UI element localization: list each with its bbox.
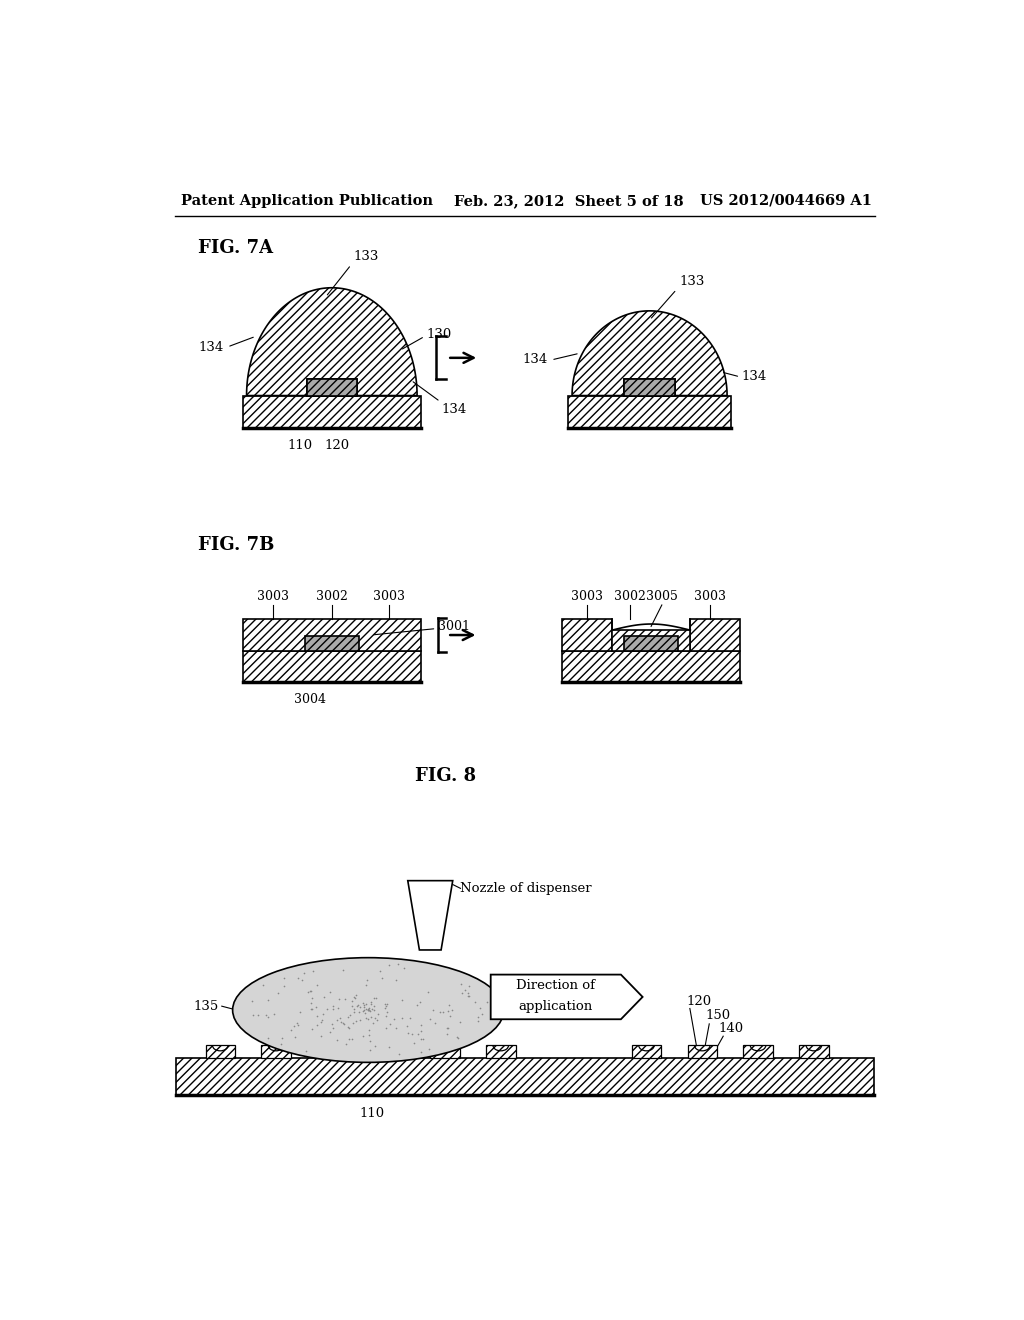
Text: 134: 134 [741,371,767,383]
Text: 120: 120 [325,438,350,451]
Bar [317,1045,346,1057]
Text: 3002: 3002 [613,590,646,603]
Ellipse shape [232,958,504,1063]
Text: 110: 110 [287,438,312,451]
Bar [625,379,675,396]
Bar [261,1045,291,1057]
Bar [305,636,359,651]
Text: 3003: 3003 [571,590,603,603]
Text: 134: 134 [198,341,223,354]
Text: 3005: 3005 [646,590,678,603]
Text: 130: 130 [426,327,452,341]
Text: 134: 134 [523,354,548,367]
Bar [612,630,690,651]
Bar [743,1045,773,1057]
Bar [306,379,357,396]
Bar [799,1045,828,1057]
Text: 134: 134 [442,404,467,416]
Text: 140: 140 [719,1022,743,1035]
Bar [486,1045,515,1057]
Bar [624,636,678,651]
Bar [632,1045,662,1057]
Text: 3003: 3003 [694,590,726,603]
Text: Feb. 23, 2012  Sheet 5 of 18: Feb. 23, 2012 Sheet 5 of 18 [454,194,683,207]
Text: Direction of: Direction of [516,979,595,993]
Text: 120: 120 [686,995,711,1008]
Text: 135: 135 [194,999,219,1012]
Text: 3002: 3002 [315,590,348,603]
Bar [206,1045,234,1057]
Text: 150: 150 [706,1010,730,1022]
Text: 3001: 3001 [438,620,470,634]
Polygon shape [490,974,643,1019]
Polygon shape [408,880,453,950]
Text: 133: 133 [353,249,379,263]
Bar [306,379,357,396]
Text: Patent Application Publication: Patent Application Publication [180,194,433,207]
Text: 3004: 3004 [295,693,327,706]
Bar [243,396,421,428]
Bar [562,651,740,682]
Bar [243,651,421,682]
Bar [690,619,740,651]
Bar [568,396,731,428]
Text: US 2012/0044669 A1: US 2012/0044669 A1 [700,194,872,207]
Text: 3003: 3003 [373,590,404,603]
Text: FIG. 8: FIG. 8 [415,767,476,784]
Polygon shape [247,288,417,396]
Text: Nozzle of dispenser: Nozzle of dispenser [461,882,592,895]
Bar [430,1045,460,1057]
Polygon shape [572,312,727,396]
Text: FIG. 7A: FIG. 7A [198,239,272,257]
Text: 133: 133 [679,275,705,288]
Text: FIG. 7B: FIG. 7B [198,536,274,553]
Bar [243,619,421,651]
Bar [625,379,675,396]
Bar [176,1057,873,1094]
Text: application: application [519,1001,593,1012]
Text: 3003: 3003 [257,590,289,603]
Text: 110: 110 [359,1107,385,1121]
Bar [687,1045,717,1057]
Bar [562,619,612,651]
